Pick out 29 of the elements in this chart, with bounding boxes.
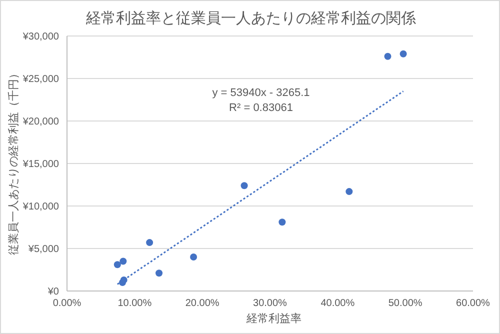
- y-tick-label: ¥30,000: [22, 32, 60, 43]
- point: [400, 50, 407, 58]
- chart-title: 経常利益率と従業員一人あたりの経常利益の関係: [85, 9, 417, 28]
- x-tick-label: 0.00%: [52, 298, 82, 310]
- y-tick-label: ¥20,000: [22, 116, 60, 128]
- x-tick-label: 60.00%: [456, 298, 490, 310]
- x-axis-title: 経常利益率: [246, 312, 302, 326]
- point: [278, 218, 286, 226]
- point: [156, 270, 163, 277]
- point: [190, 254, 198, 260]
- x-tick-label: 30.00%: [253, 298, 288, 310]
- y-tick-label: ¥10,000: [22, 202, 60, 213]
- point: [384, 52, 392, 60]
- x-tick-label: 50.00%: [388, 298, 422, 310]
- annotation: R² = 0.83061: [228, 101, 294, 116]
- x-tick-label: 20.00%: [185, 298, 220, 310]
- y-tick-label: ¥5,000: [27, 244, 60, 256]
- annotation: y = 53940x - 3265.1: [211, 86, 311, 101]
- point: [114, 261, 121, 268]
- y-tick-label: ¥15,000: [22, 159, 60, 170]
- point: [120, 258, 127, 265]
- x-tick-label: 40.00%: [320, 298, 355, 310]
- point: [346, 188, 353, 196]
- point: [240, 182, 248, 190]
- y-tick-label: ¥25,000: [22, 74, 60, 86]
- point: [146, 239, 154, 246]
- y-tick-label: ¥0: [46, 286, 60, 298]
- x-tick-label: 10.00%: [118, 298, 152, 310]
- y-axis-title: 従業員一人あたりの経常利益（千円）: [6, 68, 20, 254]
